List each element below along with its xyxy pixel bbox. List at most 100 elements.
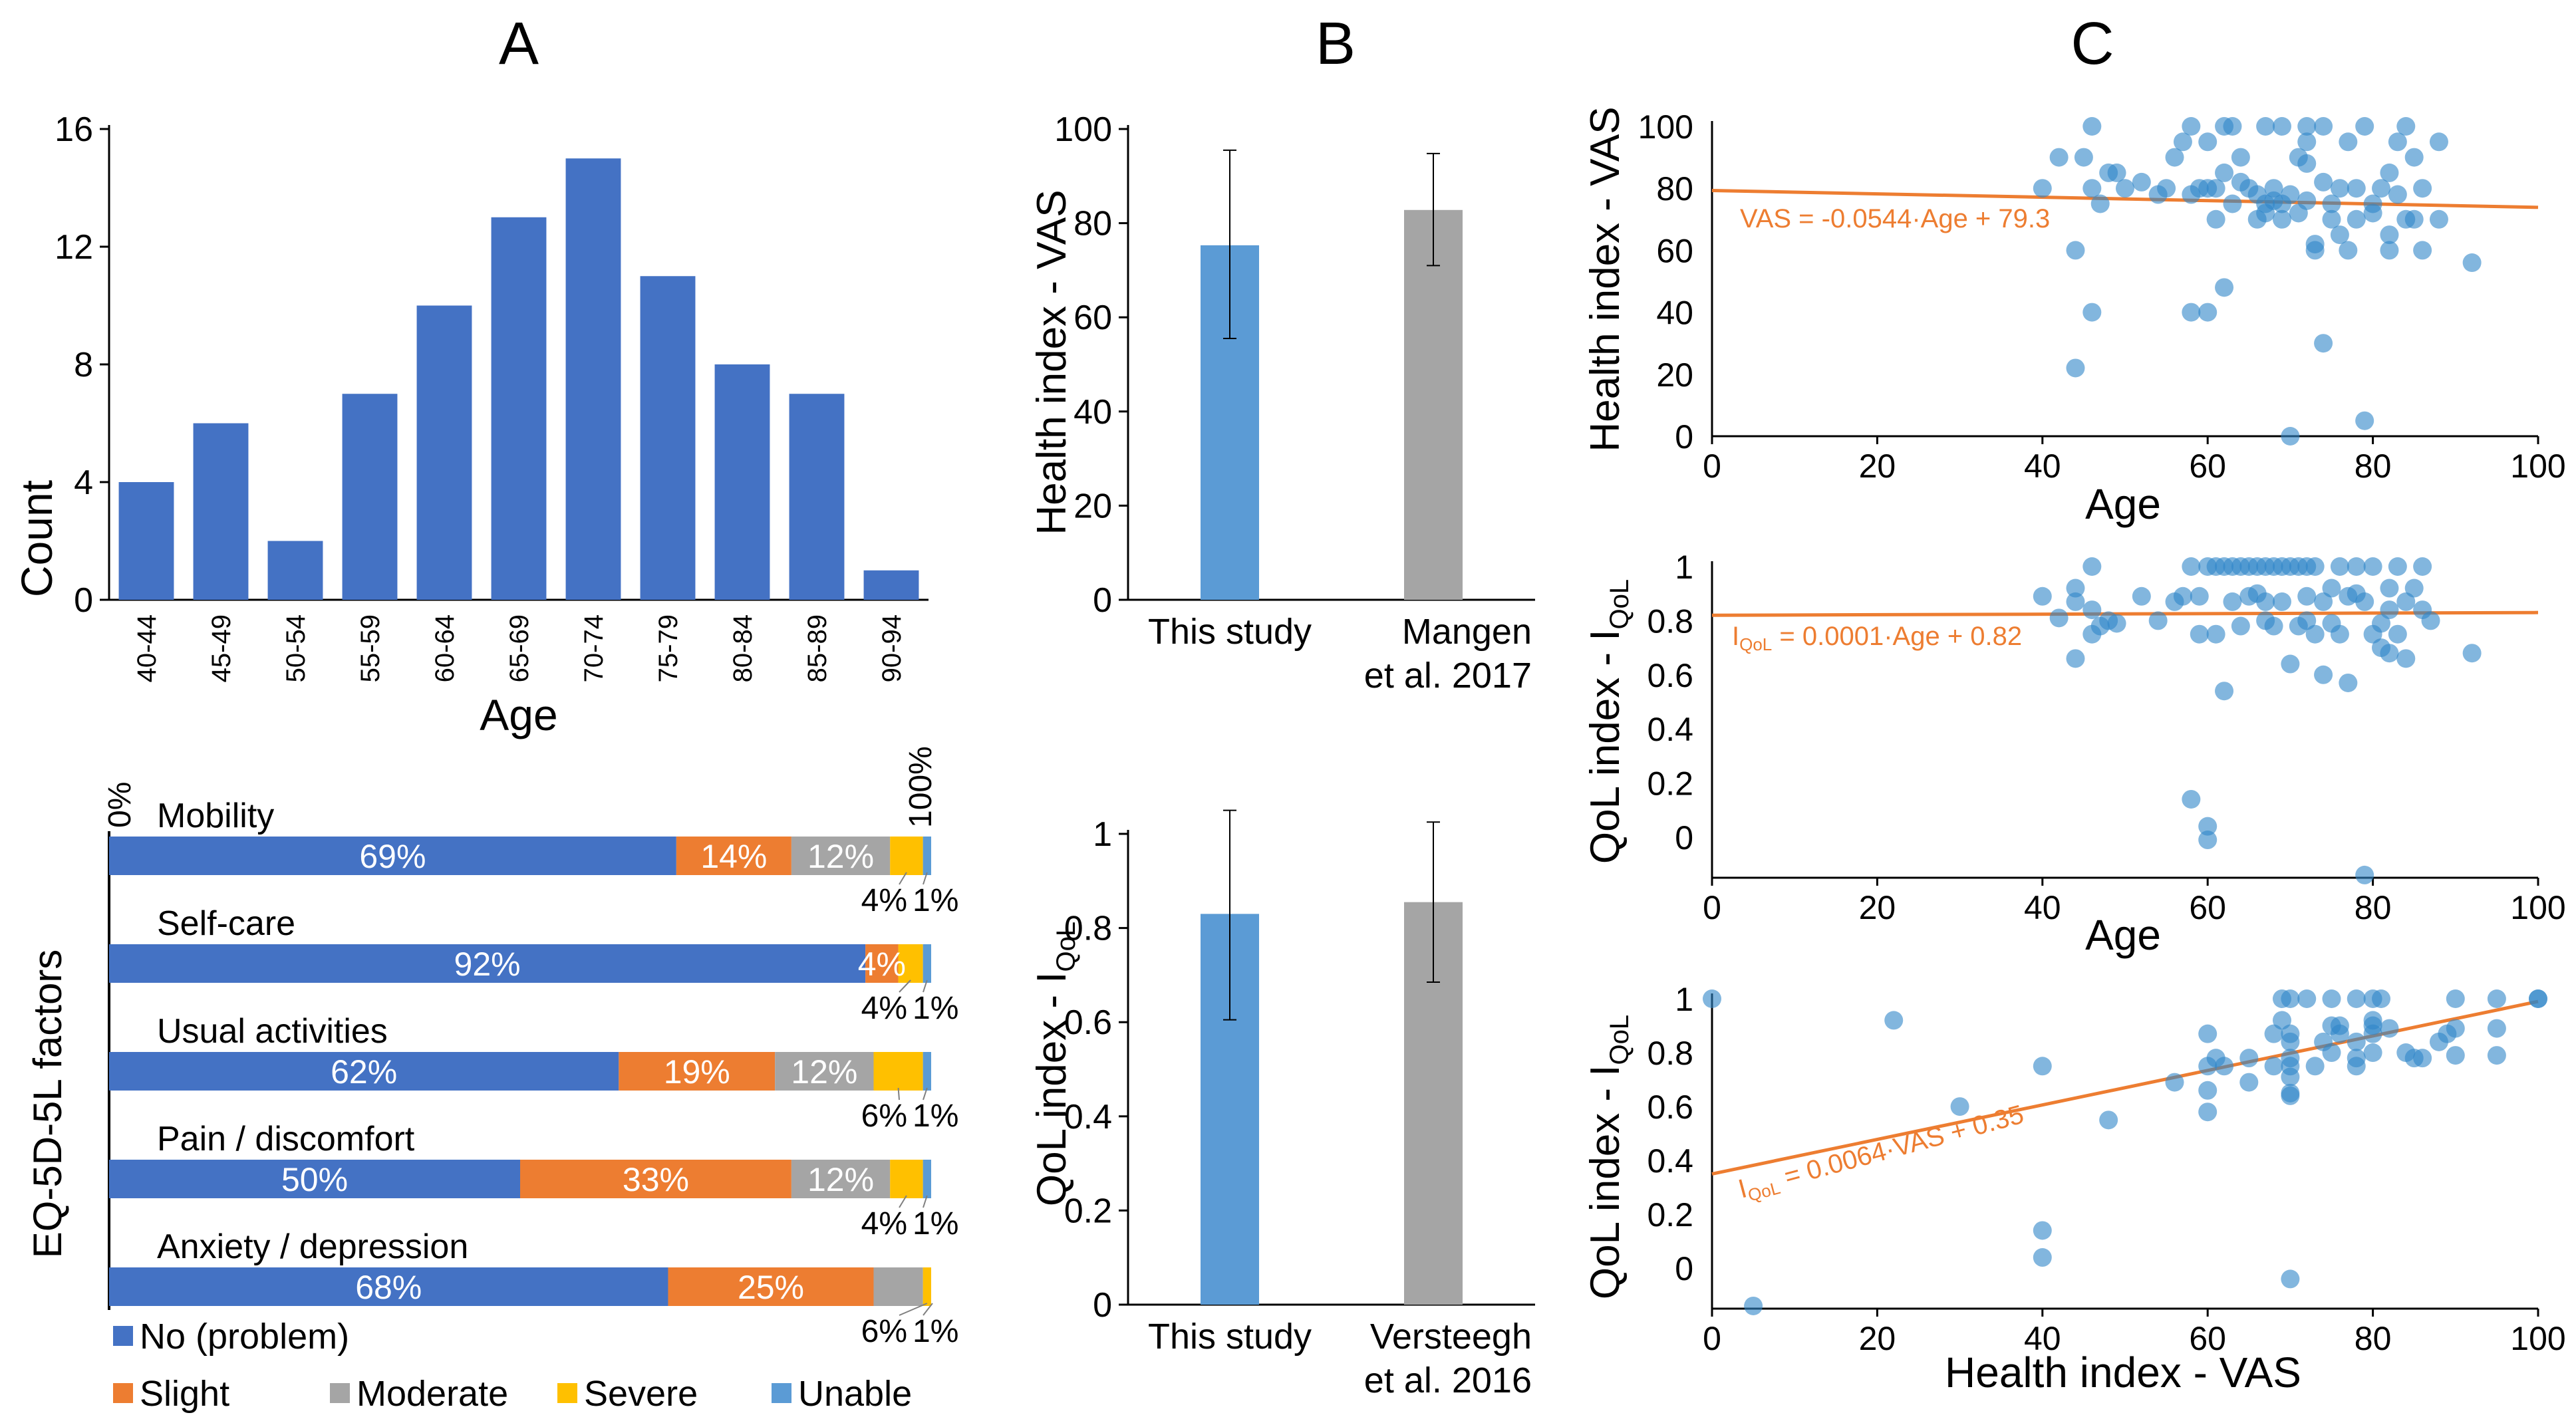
eq-inside-label: 69%: [359, 838, 426, 875]
qol-y-tick-label: 1: [1093, 815, 1112, 854]
sc1-point: [2413, 241, 2432, 260]
sc1-point: [2049, 148, 2069, 167]
eq-segment: [791, 1160, 891, 1198]
sc2-trend-equation: IQoL = 0.0001·Age + 0.82: [1732, 622, 2022, 654]
sc2-point: [2314, 592, 2333, 611]
qol-y-tick-label: 0.6: [1064, 1003, 1112, 1042]
hist-bar: [267, 541, 323, 600]
sc3-point: [2347, 1057, 2366, 1076]
sc2-y-tick-label: 1: [1675, 549, 1693, 586]
sc2-point: [2173, 586, 2192, 606]
sc2-trend-line: [1711, 610, 2539, 617]
eq-legend-label: Slight: [140, 1374, 229, 1414]
sc3-point: [2363, 1043, 2382, 1063]
eq-below-label: 6%: [861, 1099, 907, 1134]
sc1-point: [2429, 132, 2448, 152]
qol-x-tick-label: This study: [1148, 1317, 1312, 1357]
sc2-point: [2363, 557, 2382, 576]
sc1-point: [2322, 194, 2341, 213]
eq-leader-line: [899, 1195, 907, 1208]
sc1-point: [2297, 132, 2317, 152]
eq-segment: [520, 1160, 791, 1198]
sc3-point: [2305, 1057, 2325, 1076]
sc2-point: [2396, 592, 2416, 611]
sc2-y-tick-label: 0.8: [1647, 602, 1693, 640]
sc2-x-tick-label: 20: [1859, 889, 1896, 926]
sc1-point: [2231, 148, 2250, 167]
hist-x-tick-label: 90-94: [877, 614, 907, 682]
age-histogram-chart: Count Age 0 4 8 12 16 40-44 45-49 50-54 55-59 60-…: [12, 110, 929, 739]
sc2-point: [2231, 616, 2250, 636]
qol-y-axis-label-sub: QoL: [1052, 922, 1081, 972]
sc1-point: [2297, 191, 2317, 210]
sc3-point: [2380, 1019, 2399, 1038]
sc1-point: [2198, 132, 2218, 152]
eq-segment: [109, 944, 866, 983]
vas-vs-age-scatter: Health index - VAS Age VAS = -0.0544·Age…: [1582, 106, 2566, 528]
sc1-y-axis-label: Health index - VAS: [1582, 106, 1628, 452]
sc1-y-tick-label: 0: [1675, 418, 1693, 455]
sc2-point: [2082, 557, 2102, 576]
sc2-point: [2305, 624, 2325, 644]
qol-y-tick-label: 0.2: [1064, 1192, 1112, 1230]
sc1-point: [2223, 194, 2242, 213]
sc2-x-tick-label: 80: [2355, 889, 2392, 926]
panel-letter-b: B: [1316, 11, 1356, 77]
qol-y-tick-label: 0.8: [1064, 910, 1112, 948]
sc3-point: [1744, 1296, 1763, 1315]
sc2-point: [2281, 654, 2300, 674]
sc3-x-tick-label: 0: [1703, 1320, 1721, 1357]
sc1-point: [2314, 334, 2333, 353]
qol-vs-age-scatter: QoL index - IQoL Age IQoL = 0.0001·Age +…: [1582, 549, 2566, 959]
hist-x-tick-label: 50-54: [281, 614, 311, 682]
panel-letter-a: A: [499, 11, 539, 77]
sc3-point: [2272, 1011, 2291, 1030]
sc3-point: [1950, 1097, 1969, 1116]
sc3-point: [2413, 1049, 2432, 1068]
sc2-point: [2339, 673, 2358, 692]
sc1-point: [2132, 172, 2151, 192]
sc2-point: [2215, 682, 2234, 701]
hist-x-tick-label: 40-44: [132, 614, 162, 682]
sc1-point: [2347, 179, 2366, 198]
eq-segment: [923, 1052, 931, 1091]
sc2-point: [2330, 557, 2349, 576]
sc2-point: [2404, 579, 2424, 598]
eq-leader-line: [923, 1195, 928, 1208]
sc2-point: [2182, 557, 2201, 576]
eq-below-label: 6%: [861, 1314, 907, 1349]
hist-bar: [863, 570, 919, 600]
eq-below-label: 4%: [861, 883, 907, 918]
sc1-trend-equation: VAS = -0.0544·Age + 79.3: [1740, 204, 2050, 233]
sc2-point: [2190, 586, 2209, 606]
sc3-y-tick-label: 0.4: [1647, 1142, 1693, 1180]
sc2-point: [2297, 586, 2317, 606]
sc1-point: [2396, 117, 2416, 136]
sc2-point: [2330, 624, 2349, 644]
sc2-x-axis-label: Age: [2085, 911, 2161, 959]
hist-x-tick-label: 85-89: [803, 614, 832, 682]
sc1-point: [2033, 179, 2052, 198]
sc3-point: [2363, 1016, 2382, 1035]
sc3-point: [2322, 1043, 2341, 1063]
eq-legend-swatch: [113, 1326, 133, 1346]
eq-inside-label: 12%: [791, 1053, 857, 1091]
sc2-point: [2198, 817, 2218, 836]
sc3-y-axis-label-sub: QoL: [1605, 1015, 1634, 1065]
hist-x-tick-label: 75-79: [654, 614, 683, 682]
sc1-y-tick-label: 80: [1656, 170, 1693, 207]
eq-segment: [676, 837, 791, 875]
sc1-x-tick-label: 100: [2510, 448, 2565, 485]
sc2-point: [2388, 624, 2407, 644]
sc3-point: [2281, 1057, 2300, 1076]
eq-segment: [109, 837, 676, 875]
eq-leader-line: [923, 872, 928, 885]
sc2-point: [2297, 611, 2317, 630]
sc3-point: [2446, 989, 2465, 1008]
sc1-point: [2355, 117, 2374, 136]
sc3-point: [2347, 989, 2366, 1008]
sc1-point: [2330, 179, 2349, 198]
eq-segment: [923, 1267, 931, 1306]
sc3-y-tick-label: 0.8: [1647, 1035, 1693, 1072]
